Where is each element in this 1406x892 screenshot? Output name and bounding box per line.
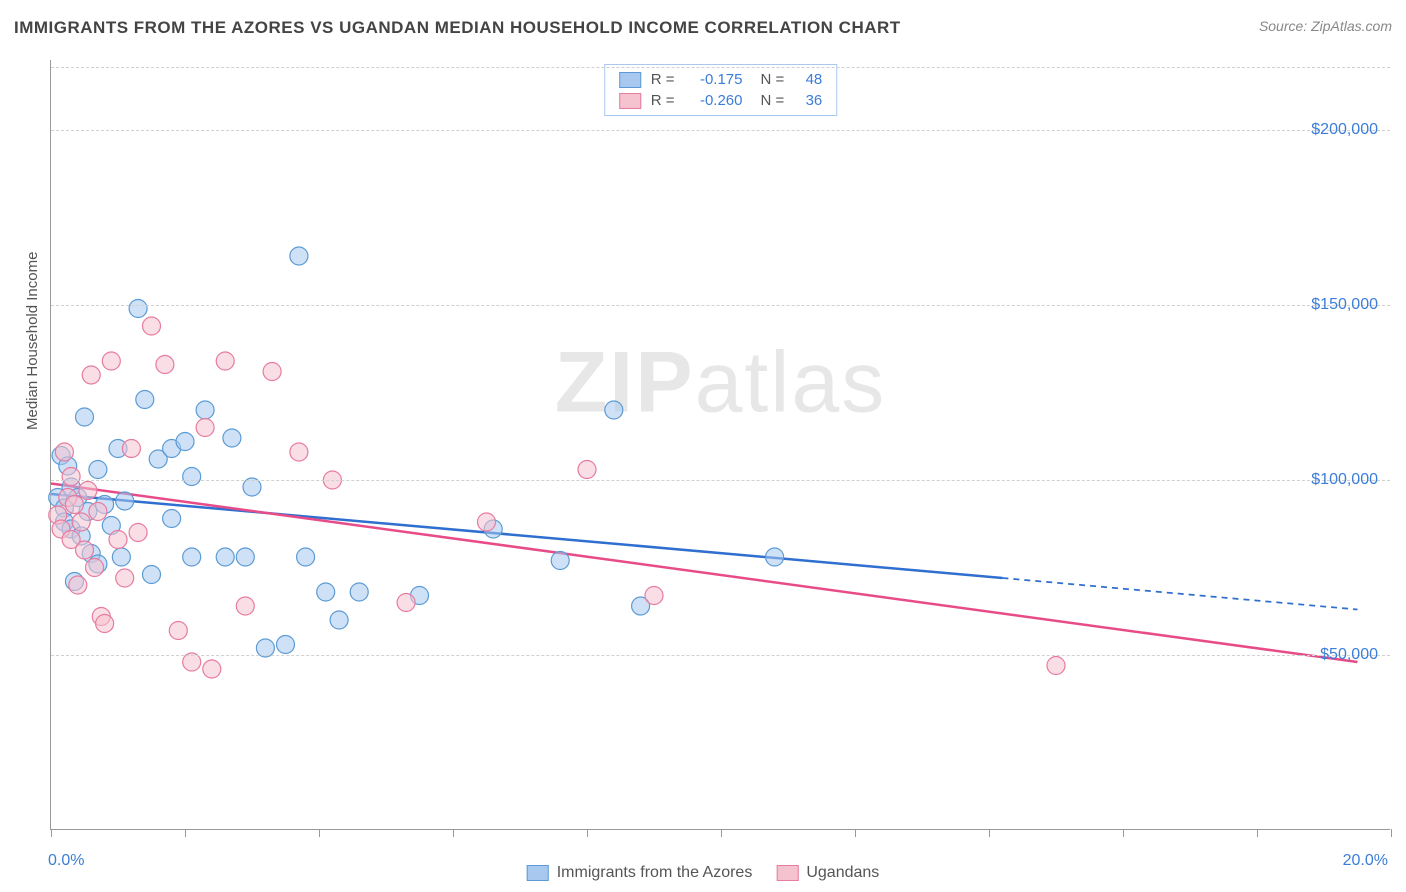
scatter-point [76,408,94,426]
x-tick [319,829,320,837]
y-tick-label: $100,000 [1311,471,1378,489]
scatter-point [176,433,194,451]
scatter-point [109,531,127,549]
scatter-point [89,503,107,521]
scatter-point [236,597,254,615]
y-tick-label: $50,000 [1320,646,1378,664]
scatter-point [116,569,134,587]
gridline-h [51,655,1390,656]
scatter-point [69,576,87,594]
scatter-point [297,548,315,566]
scatter-point [72,513,90,531]
scatter-point [163,510,181,528]
x-tick-max: 20.0% [1343,852,1388,870]
scatter-point [551,552,569,570]
scatter-point [102,352,120,370]
gridline-h [51,305,1390,306]
gridline-h [51,480,1390,481]
legend-bottom-label: Ugandans [806,864,879,882]
legend-bottom-item: Immigrants from the Azores [527,864,753,882]
scatter-point [169,622,187,640]
scatter-point [196,419,214,437]
scatter-point [112,548,130,566]
gridline-h [51,130,1390,131]
x-tick [1123,829,1124,837]
legend-bottom-item: Ugandans [776,864,879,882]
scatter-point [645,587,663,605]
plot-svg [51,60,1390,829]
scatter-point [62,468,80,486]
scatter-point [129,524,147,542]
x-tick [453,829,454,837]
scatter-point [766,548,784,566]
scatter-point [216,548,234,566]
scatter-point [89,461,107,479]
scatter-point [263,363,281,381]
scatter-point [277,636,295,654]
scatter-point [605,401,623,419]
scatter-point [65,496,83,514]
x-tick [185,829,186,837]
scatter-point [143,566,161,584]
x-tick [721,829,722,837]
scatter-point [82,366,100,384]
scatter-point [55,443,73,461]
scatter-point [136,391,154,409]
scatter-point [183,468,201,486]
scatter-point [397,594,415,612]
scatter-point [116,492,134,510]
trend-line-extension [1002,578,1357,610]
x-tick [587,829,588,837]
scatter-point [143,317,161,335]
x-tick [51,829,52,837]
scatter-point [96,615,114,633]
trend-line [51,484,1358,663]
legend-bottom-label: Immigrants from the Azores [557,864,753,882]
x-tick [1391,829,1392,837]
scatter-point [196,401,214,419]
y-axis-label: Median Household Income [24,252,41,430]
chart-title: IMMIGRANTS FROM THE AZORES VS UGANDAN ME… [14,18,901,37]
source-label: Source: ZipAtlas.com [1259,18,1392,34]
scatter-point [330,611,348,629]
scatter-point [76,541,94,559]
scatter-point [1047,657,1065,675]
scatter-point [79,482,97,500]
scatter-point [183,548,201,566]
scatter-point [290,443,308,461]
legend-swatch [527,865,549,881]
scatter-point [350,583,368,601]
scatter-point [478,513,496,531]
legend-bottom: Immigrants from the Azores Ugandans [527,864,880,882]
scatter-point [203,660,221,678]
scatter-point [236,548,254,566]
scatter-point [156,356,174,374]
x-tick [855,829,856,837]
x-tick [989,829,990,837]
scatter-point [216,352,234,370]
legend-swatch [776,865,798,881]
x-tick [1257,829,1258,837]
scatter-point [290,247,308,265]
scatter-point [122,440,140,458]
y-tick-label: $200,000 [1311,121,1378,139]
scatter-point [223,429,241,447]
x-tick-min: 0.0% [48,852,84,870]
scatter-point [129,300,147,318]
scatter-point [578,461,596,479]
plot-area: ZIPatlas R =-0.175N =48R =-0.260N =36 $5… [50,60,1390,830]
scatter-point [86,559,104,577]
y-tick-label: $150,000 [1311,296,1378,314]
scatter-point [317,583,335,601]
